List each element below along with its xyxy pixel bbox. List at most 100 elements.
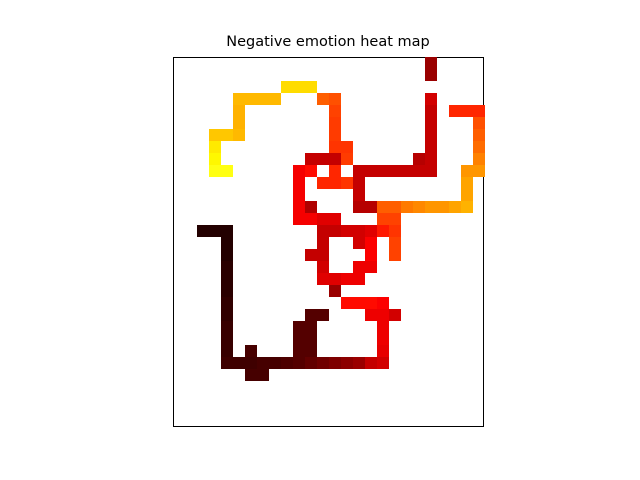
heatmap-cell xyxy=(329,225,341,237)
heatmap-cell xyxy=(413,153,425,165)
heatmap-cell xyxy=(233,105,245,117)
heatmap-cell xyxy=(293,201,305,213)
heatmap-cell xyxy=(425,153,437,165)
heatmap-cell xyxy=(305,165,317,177)
heatmap-cell xyxy=(317,177,329,189)
heatmap-cell xyxy=(233,117,245,129)
heatmap-cell xyxy=(341,297,353,309)
heatmap-cell xyxy=(365,201,377,213)
heatmap-cell xyxy=(245,357,257,369)
heatmap-cell xyxy=(233,93,245,105)
heatmap-cell xyxy=(305,81,317,93)
heatmap-cell xyxy=(353,225,365,237)
heatmap-cell xyxy=(353,237,365,249)
heatmap-cell xyxy=(473,129,485,141)
heatmap-cell xyxy=(461,105,473,117)
heatmap-cell xyxy=(293,321,305,333)
heatmap-cell xyxy=(365,249,377,261)
heatmap-cell xyxy=(293,189,305,201)
heatmap-cell xyxy=(365,165,377,177)
heatmap-cell xyxy=(365,261,377,273)
heatmap-cell xyxy=(293,213,305,225)
heatmap-cells xyxy=(197,57,485,381)
heatmap-cell xyxy=(353,177,365,189)
heatmap-cell xyxy=(245,345,257,357)
heatmap-cell xyxy=(293,177,305,189)
heatmap-cell xyxy=(461,165,473,177)
heatmap-cell xyxy=(341,357,353,369)
heatmap-cell xyxy=(389,237,401,249)
heatmap-cell xyxy=(473,141,485,153)
heatmap-cell xyxy=(317,357,329,369)
heatmap-cell xyxy=(329,105,341,117)
heatmap-cell xyxy=(293,345,305,357)
heatmap-cell xyxy=(305,321,317,333)
heatmap-cell xyxy=(317,213,329,225)
heatmap-cell xyxy=(473,105,485,117)
heatmap-cell xyxy=(257,357,269,369)
heatmap-cell xyxy=(221,357,233,369)
heatmap-cell xyxy=(221,261,233,273)
heatmap-cell xyxy=(389,309,401,321)
heatmap-cell xyxy=(353,261,365,273)
heatmap-cell xyxy=(377,357,389,369)
heatmap-cell xyxy=(425,57,437,69)
heatmap-cell xyxy=(221,225,233,237)
heatmap-cell xyxy=(329,177,341,189)
heatmap-cell xyxy=(389,249,401,261)
heatmap-cell xyxy=(329,129,341,141)
heatmap-cell xyxy=(341,225,353,237)
heatmap-cell xyxy=(353,357,365,369)
heatmap-cell xyxy=(233,357,245,369)
heatmap-cell xyxy=(305,213,317,225)
heatmap-cell xyxy=(293,357,305,369)
heatmap-cell xyxy=(473,153,485,165)
heatmap-cell xyxy=(305,345,317,357)
heatmap-cell xyxy=(305,249,317,261)
heatmap-cell xyxy=(317,309,329,321)
heatmap-cell xyxy=(425,93,437,105)
heatmap-cell xyxy=(329,273,341,285)
heatmap-cell xyxy=(425,201,437,213)
heatmap-cell xyxy=(329,285,341,297)
heatmap-cell xyxy=(221,297,233,309)
heatmap-cell xyxy=(389,213,401,225)
heatmap-cell xyxy=(209,153,221,165)
heatmap-cell xyxy=(449,105,461,117)
heatmap-cell xyxy=(425,117,437,129)
heatmap-cell xyxy=(269,357,281,369)
heatmap-cell xyxy=(257,369,269,381)
heatmap-cell xyxy=(341,141,353,153)
heatmap-cell xyxy=(377,201,389,213)
heatmap-cell xyxy=(209,225,221,237)
heatmap-cell xyxy=(245,93,257,105)
chart-title: Negative emotion heat map xyxy=(226,34,430,50)
heatmap-cell xyxy=(329,153,341,165)
heatmap-cell xyxy=(389,225,401,237)
heatmap-cell xyxy=(365,357,377,369)
heatmap-cell xyxy=(221,309,233,321)
heatmap-cell xyxy=(257,93,269,105)
heatmap-cell xyxy=(305,153,317,165)
heatmap-cell xyxy=(365,225,377,237)
heatmap-cell xyxy=(221,249,233,261)
heatmap-cell xyxy=(353,189,365,201)
heatmap-cell xyxy=(281,357,293,369)
heatmap-cell xyxy=(473,117,485,129)
heatmap-cell xyxy=(197,225,209,237)
heatmap-cell xyxy=(401,165,413,177)
heatmap-cell xyxy=(269,93,281,105)
heatmap-cell xyxy=(317,273,329,285)
heatmap-cell xyxy=(377,345,389,357)
heatmap-cell xyxy=(353,297,365,309)
heatmap-cell xyxy=(281,81,293,93)
heatmap-cell xyxy=(353,201,365,213)
heatmap-cell xyxy=(245,369,257,381)
heatmap-cell xyxy=(389,201,401,213)
heatmap-cell xyxy=(221,273,233,285)
heatmap-cell xyxy=(389,165,401,177)
heatmap-cell xyxy=(221,129,233,141)
heatmap-cell xyxy=(401,201,413,213)
heatmap-cell xyxy=(425,105,437,117)
